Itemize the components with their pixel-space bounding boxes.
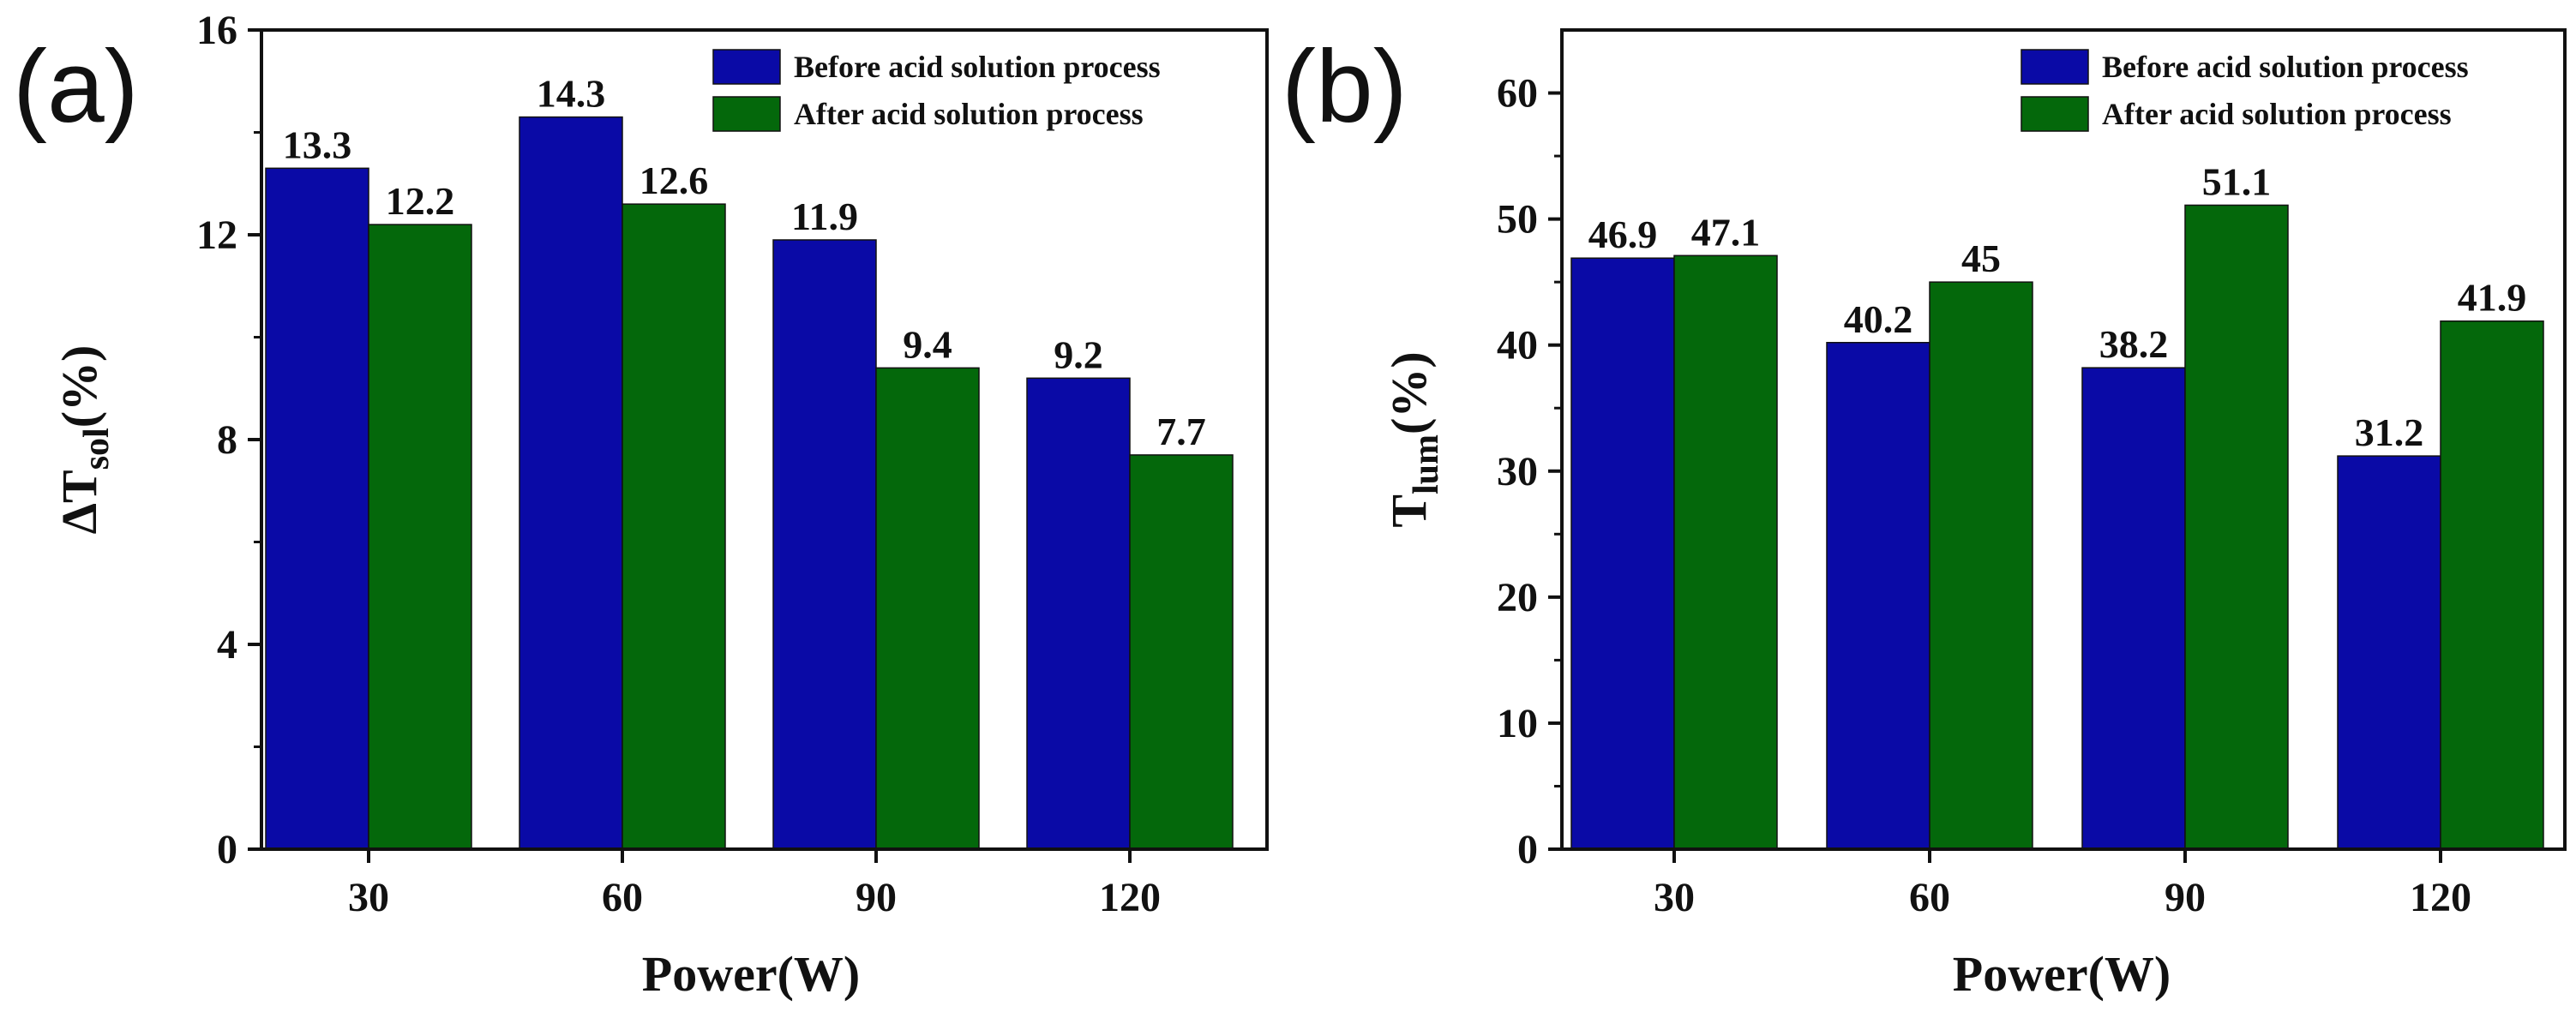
x-tick-label-60: 60: [1909, 875, 1950, 920]
data-label-before-90: 38.2: [2099, 322, 2169, 366]
data-label-before-120: 31.2: [2355, 410, 2424, 454]
bar-before-60: [519, 116, 623, 850]
x-axis-title: Power(W): [642, 946, 860, 1002]
legend: Before acid solution process After acid s…: [712, 49, 1161, 132]
bar-after-120: [2440, 320, 2544, 850]
y-axis-title-sub: lum: [1407, 434, 1446, 494]
y-tick-label-12: 12: [196, 213, 237, 258]
legend: Before acid solution process After acid s…: [2021, 49, 2469, 132]
bar-before-90: [772, 239, 877, 850]
x-tick-label-90: 90: [856, 875, 897, 920]
data-label-before-30: 46.9: [1588, 213, 1658, 256]
data-label-after-120: 41.9: [2458, 276, 2527, 320]
y-axis-title: ΔTsol(%): [51, 345, 117, 535]
y-tick-label-4: 4: [217, 622, 237, 668]
x-tick-label-30: 30: [348, 875, 389, 920]
y-tick-label-50: 50: [1497, 197, 1538, 243]
data-label-after-120: 7.7: [1156, 410, 1206, 453]
y-axis-title-main: T: [1381, 494, 1437, 528]
x-tick-label-120: 120: [2410, 875, 2471, 920]
legend-swatch-after: [712, 96, 781, 132]
x-tick-label-60: 60: [602, 875, 643, 920]
chart-panel-b: (b) 46.9 47.1 30 40.2 45 60 38.2 51.1 90 31.2 41.9 1…: [1282, 28, 2567, 1002]
bar-after-60: [1929, 281, 2033, 850]
x-tick-label-120: 120: [1099, 875, 1161, 920]
data-label-after-90: 9.4: [903, 322, 952, 366]
bar-after-30: [1673, 254, 1778, 850]
legend-swatch-after: [2021, 96, 2089, 132]
legend-label-after: After acid solution process: [2102, 97, 2452, 131]
bar-before-90: [2081, 367, 2186, 850]
x-tick-label-90: 90: [2165, 875, 2206, 920]
bar-after-90: [2184, 204, 2289, 850]
y-tick-label-10: 10: [1497, 701, 1538, 746]
legend-label-before: Before acid solution process: [794, 50, 1161, 84]
bar-after-90: [875, 367, 980, 850]
y-tick-label-20: 20: [1497, 575, 1538, 620]
panel-label: (b): [1282, 29, 1408, 144]
legend-label-before: Before acid solution process: [2102, 50, 2469, 84]
y-tick-label-16: 16: [196, 8, 237, 53]
data-label-after-60: 12.6: [639, 159, 709, 202]
y-tick-label-40: 40: [1497, 323, 1538, 368]
bar-after-30: [368, 224, 472, 850]
bar-before-120: [1026, 377, 1131, 850]
x-axis-title: Power(W): [1953, 946, 2171, 1002]
y-axis-title-main: ΔT: [51, 470, 107, 534]
legend-swatch-before: [712, 49, 781, 85]
data-label-before-60: 14.3: [537, 72, 606, 116]
plot-frame: [1560, 28, 2567, 851]
y-axis-title: Tlum(%): [1381, 351, 1446, 527]
y-tick-label-8: 8: [217, 417, 237, 463]
y-tick-label-30: 30: [1497, 449, 1538, 494]
bar-before-30: [1570, 257, 1675, 850]
data-label-after-60: 45: [1961, 237, 2001, 280]
bar-after-60: [621, 203, 726, 850]
y-axis-title-sub: sol: [77, 428, 117, 470]
y-axis-title-suffix: (%): [1381, 351, 1437, 434]
data-label-before-60: 40.2: [1844, 297, 1913, 341]
data-label-after-90: 51.1: [2202, 159, 2272, 203]
bar-before-120: [2337, 455, 2441, 850]
y-tick-label-60: 60: [1497, 71, 1538, 117]
y-tick-label-0: 0: [1517, 827, 1538, 872]
data-label-before-120: 9.2: [1054, 332, 1103, 376]
panel-label: (a): [13, 29, 139, 144]
x-tick-label-30: 30: [1654, 875, 1695, 920]
bar-before-60: [1826, 342, 1930, 850]
bar-before-30: [265, 167, 369, 850]
y-tick-label-0: 0: [217, 827, 237, 872]
chart-panel-a: (a) 13.3 12.2 30 14.3 12.6 60 11.9 9.4 90 9.2 7.7 12…: [13, 8, 1269, 1002]
data-label-before-90: 11.9: [791, 195, 858, 238]
plot-frame: [260, 28, 1269, 851]
data-label-after-30: 47.1: [1691, 210, 1761, 254]
y-axis-title-suffix: (%): [51, 345, 107, 428]
legend-swatch-before: [2021, 49, 2089, 85]
data-label-after-30: 12.2: [386, 179, 455, 223]
data-label-before-30: 13.3: [283, 123, 352, 166]
bar-after-120: [1129, 454, 1234, 850]
legend-label-after: After acid solution process: [794, 97, 1144, 131]
